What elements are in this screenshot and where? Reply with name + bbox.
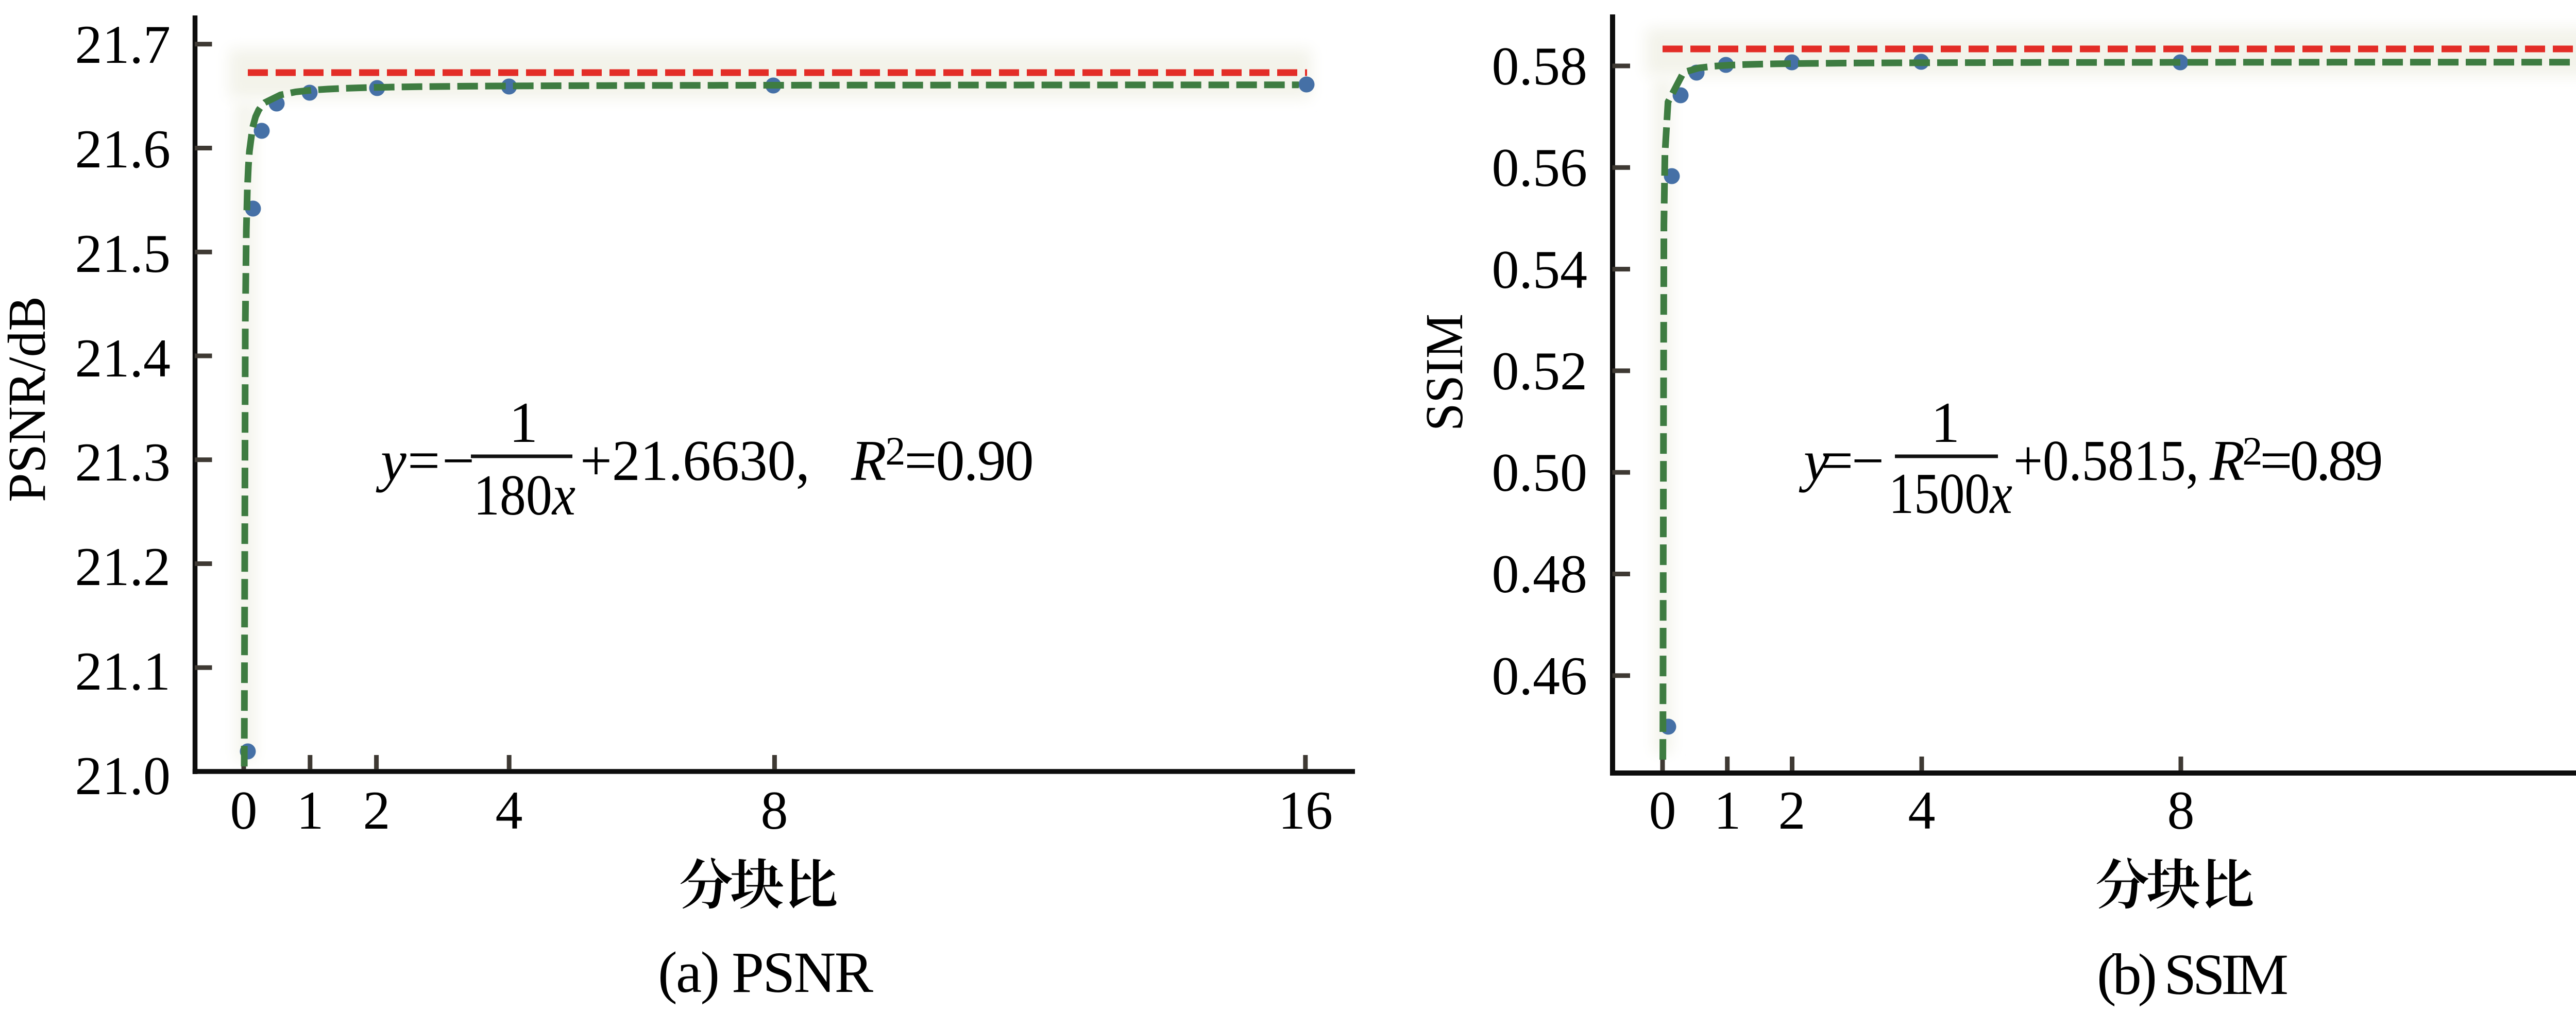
svg-text:21.3: 21.3	[75, 432, 171, 492]
svg-text:21.0: 21.0	[75, 746, 171, 806]
svg-text:=: =	[408, 429, 440, 493]
svg-text:21.2: 21.2	[75, 537, 171, 597]
svg-text:+0.5815,: +0.5815,	[2013, 429, 2199, 493]
svg-text:1500x: 1500x	[1889, 462, 2012, 526]
svg-text:+21.6630,: +21.6630,	[580, 429, 810, 493]
svg-text:0.54: 0.54	[1492, 239, 1588, 300]
svg-text:4: 4	[1908, 780, 1936, 841]
svg-text:0.52: 0.52	[1492, 341, 1588, 401]
svg-text:y: y	[1799, 429, 1829, 493]
svg-text:0.48: 0.48	[1492, 544, 1588, 604]
svg-text:21.5: 21.5	[75, 224, 171, 284]
svg-text:0.50: 0.50	[1492, 442, 1588, 503]
svg-text:8: 8	[2167, 780, 2195, 841]
svg-text:8: 8	[761, 780, 788, 841]
svg-text:21.1: 21.1	[75, 641, 171, 701]
svg-text:(a) PSNR: (a) PSNR	[658, 940, 874, 1005]
svg-text:0.46: 0.46	[1492, 646, 1588, 706]
svg-text:PSNR/dB: PSNR/dB	[0, 296, 57, 502]
svg-text:180x: 180x	[473, 464, 575, 527]
svg-text:2: 2	[363, 780, 391, 841]
svg-text:−: −	[442, 429, 474, 493]
svg-text:1: 1	[509, 391, 538, 455]
svg-text:−: −	[1852, 429, 1884, 493]
svg-text:0.58: 0.58	[1492, 36, 1588, 96]
svg-text:2: 2	[1778, 780, 1806, 841]
svg-text:21.7: 21.7	[75, 14, 171, 75]
svg-text:0: 0	[1649, 780, 1676, 841]
svg-text:y: y	[376, 429, 406, 493]
svg-text:21.6: 21.6	[75, 119, 171, 179]
svg-text:1: 1	[297, 780, 324, 841]
svg-text:(b) SSIM: (b) SSIM	[2097, 942, 2289, 1007]
svg-text:=: =	[1821, 429, 1853, 493]
svg-text:R2=0.90: R2=0.90	[851, 428, 1033, 493]
svg-text:0.56: 0.56	[1492, 138, 1588, 198]
svg-text:16: 16	[1278, 780, 1333, 841]
svg-text:SSIM: SSIM	[1415, 314, 1474, 431]
svg-text:0: 0	[230, 780, 258, 841]
svg-text:R2=0.89: R2=0.89	[2209, 428, 2381, 493]
svg-text:4: 4	[496, 780, 523, 841]
svg-text:21.4: 21.4	[75, 328, 171, 388]
svg-text:1: 1	[1714, 780, 1741, 841]
svg-text:1: 1	[1931, 391, 1960, 455]
